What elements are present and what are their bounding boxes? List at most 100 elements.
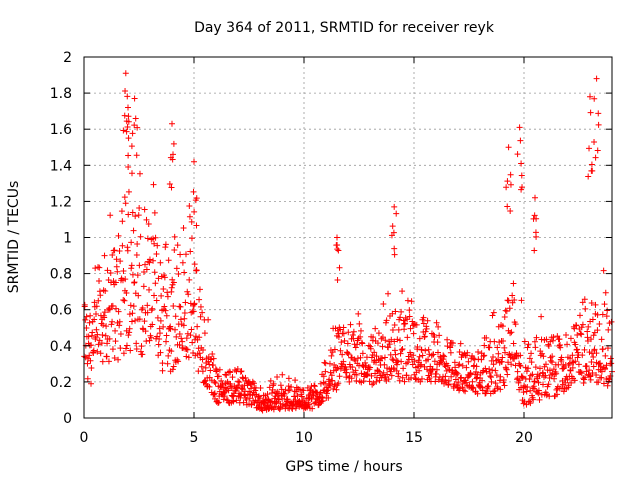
data-point — [492, 380, 499, 387]
data-point — [215, 373, 222, 380]
data-point — [97, 292, 104, 299]
data-point — [591, 329, 598, 336]
data-point — [352, 344, 359, 351]
data-point — [590, 353, 597, 360]
data-point — [589, 370, 596, 377]
data-point — [547, 338, 554, 345]
data-point — [598, 374, 605, 381]
data-point — [593, 350, 600, 357]
data-point — [372, 370, 379, 377]
y-tick-label: 0.6 — [50, 303, 72, 319]
data-point — [163, 312, 170, 319]
data-point — [162, 307, 169, 314]
data-point — [372, 325, 379, 332]
data-point — [465, 358, 472, 365]
data-point — [433, 319, 440, 326]
data-point — [344, 340, 351, 347]
data-point — [442, 373, 449, 380]
data-point — [149, 235, 156, 242]
data-point — [501, 344, 508, 351]
data-point — [96, 264, 103, 271]
data-point — [180, 224, 187, 231]
data-point — [276, 396, 283, 403]
data-point — [175, 358, 182, 365]
data-point — [128, 318, 135, 325]
x-axis-label: GPS time / hours — [285, 459, 402, 475]
data-point — [163, 332, 170, 339]
data-point — [454, 370, 461, 377]
data-point — [600, 267, 607, 274]
data-point — [457, 340, 464, 347]
data-point — [285, 375, 292, 382]
data-point — [311, 400, 318, 407]
data-point — [109, 252, 116, 259]
data-point — [104, 267, 111, 274]
data-point — [503, 308, 510, 315]
data-point — [240, 399, 247, 406]
data-point — [569, 364, 576, 371]
data-point — [374, 340, 381, 347]
data-point — [516, 362, 523, 369]
data-point — [484, 385, 491, 392]
data-point — [123, 342, 130, 349]
data-point — [481, 352, 488, 359]
data-point — [213, 368, 220, 375]
data-point — [323, 390, 330, 397]
data-point — [321, 359, 328, 366]
data-point — [433, 370, 440, 377]
data-point — [459, 384, 466, 391]
data-point — [605, 326, 612, 333]
data-point — [512, 321, 519, 328]
data-point — [211, 390, 218, 397]
data-point — [199, 356, 206, 363]
data-point — [99, 358, 106, 365]
data-point — [403, 372, 410, 379]
data-point — [345, 329, 352, 336]
data-point — [495, 350, 502, 357]
data-point — [368, 372, 375, 379]
data-point — [448, 373, 455, 380]
data-point — [179, 259, 186, 266]
data-point — [200, 347, 207, 354]
data-point — [392, 351, 399, 358]
data-point — [411, 358, 418, 365]
data-point — [125, 152, 132, 159]
data-point — [355, 310, 362, 317]
data-point — [136, 204, 143, 211]
data-point — [125, 104, 131, 111]
data-point — [400, 365, 407, 372]
data-point — [599, 311, 606, 318]
data-point — [270, 382, 277, 389]
data-point — [169, 366, 176, 373]
data-point — [602, 352, 609, 359]
data-point — [416, 367, 423, 374]
data-point — [404, 359, 411, 366]
data-point — [143, 216, 150, 223]
data-point — [420, 314, 427, 321]
data-point — [264, 402, 271, 409]
data-point — [183, 335, 190, 342]
data-point — [83, 313, 90, 320]
data-point — [242, 374, 249, 381]
data-point — [425, 346, 432, 353]
data-point — [156, 335, 163, 342]
data-point — [125, 211, 132, 218]
data-point — [601, 301, 608, 308]
data-point — [187, 332, 194, 339]
data-point — [292, 377, 299, 384]
data-point — [194, 323, 201, 330]
data-point — [389, 356, 396, 363]
data-point — [148, 334, 155, 341]
data-point — [507, 207, 514, 214]
data-point — [353, 371, 360, 378]
data-point — [588, 299, 595, 306]
data-point — [319, 397, 326, 404]
data-point — [311, 383, 318, 390]
data-point — [125, 118, 132, 125]
data-point — [347, 321, 354, 328]
x-tick-label: 20 — [515, 430, 533, 446]
data-point — [160, 286, 167, 293]
data-point — [122, 70, 129, 77]
data-point — [215, 399, 222, 406]
data-point — [444, 336, 451, 343]
